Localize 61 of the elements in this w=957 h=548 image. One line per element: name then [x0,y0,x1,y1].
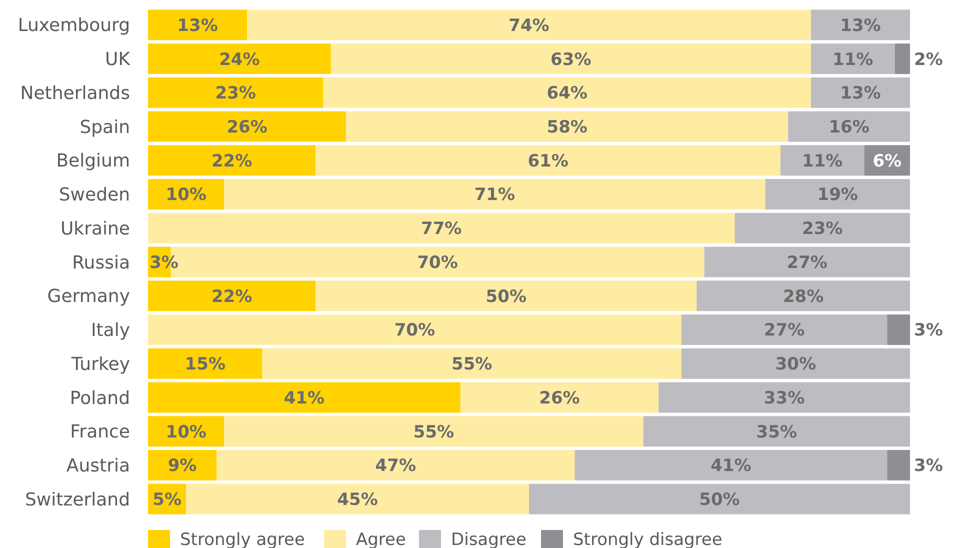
data-label: 13% [840,16,881,36]
y-tick-label: Russia [72,252,130,274]
data-label: 11% [832,50,874,70]
data-label: 30% [775,354,816,375]
data-label: 2% [914,50,943,70]
data-label: 23% [215,84,256,104]
data-label: 70% [394,320,436,341]
data-label: 71% [474,185,516,206]
data-label: 19% [817,185,858,206]
data-label: 13% [177,16,218,36]
data-label: 70% [417,252,458,273]
data-label: 26% [226,117,268,138]
data-label: 10% [166,422,206,442]
data-label: 10% [166,185,206,206]
y-tick-label: Germany [47,286,130,308]
data-label: 6% [872,151,902,172]
y-tick-label: Spain [80,116,130,138]
data-label: 50% [699,490,740,510]
data-label: 64% [546,84,588,104]
data-label: 33% [764,388,805,408]
data-label: 55% [413,422,454,442]
data-label: 45% [337,490,378,510]
data-label: 22% [211,286,252,307]
data-label: 23% [802,219,843,240]
data-label: 27% [786,252,828,273]
data-label: 27% [764,320,805,341]
data-label: 47% [375,456,416,476]
data-label: 55% [452,354,492,375]
y-tick-label: France [70,422,130,443]
y-tick-label: Belgium [56,150,130,172]
data-label: 58% [546,117,588,138]
y-tick-label: Austria [66,456,130,476]
y-tick-label: Turkey [70,354,130,375]
data-label: 24% [219,50,260,70]
data-label: 28% [782,286,824,307]
y-tick-label: Netherlands [20,82,130,104]
data-label: 11% [802,151,843,172]
data-label: 16% [828,117,870,138]
data-label: 5% [152,490,182,510]
y-tick-label: Italy [90,320,130,342]
y-tick-label: Luxembourg [18,15,130,36]
data-label: 50% [486,286,526,307]
data-label: 35% [756,422,797,442]
data-label: 63% [550,50,592,70]
data-label: 26% [539,388,580,408]
y-tick-label: UK [105,49,132,70]
data-label: 13% [840,84,881,104]
data-label: 61% [528,151,568,172]
data-label: 41% [710,456,752,476]
y-tick-label: Sweden [58,184,130,206]
data-label: 15% [184,354,226,375]
y-tick-label: Ukraine [60,218,130,240]
data-label: 41% [284,388,325,408]
y-tick-label: Poland [70,388,130,409]
y-tick-label: Switzerland [25,489,130,510]
data-label: 77% [421,219,462,240]
data-label: 9% [168,456,197,476]
data-label: 3% [914,456,943,476]
data-label: 3% [914,320,943,341]
data-label: 22% [211,151,252,172]
data-label: 74% [508,16,550,36]
